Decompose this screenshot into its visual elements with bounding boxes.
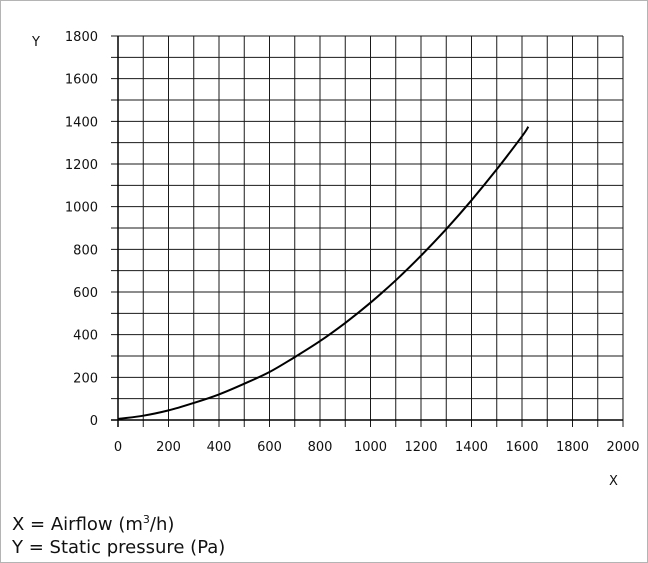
x-tick-label: 400 [207, 440, 232, 455]
x-axis-letter: X [609, 474, 618, 489]
y-tick-label: 1600 [65, 73, 98, 88]
y-tick-label: 600 [73, 286, 98, 301]
y-tick-label: 1000 [65, 201, 98, 216]
x-definition-text: X = Airflow (m [12, 514, 143, 535]
x-definition-unit: /h) [149, 514, 175, 535]
x-tick-label: 1000 [354, 440, 387, 455]
y-tick-label: 0 [90, 414, 98, 429]
axes [111, 36, 623, 427]
x-definition: X = Airflow (m3/h) [12, 513, 174, 535]
y-tick-label: 800 [73, 243, 98, 258]
x-tick-label: 200 [156, 440, 181, 455]
x-tick-label: 800 [308, 440, 333, 455]
y-tick-label: 1800 [65, 30, 98, 45]
y-tick-label: 1400 [65, 115, 98, 130]
x-tick-label: 600 [257, 440, 282, 455]
x-tick-label: 1800 [556, 440, 589, 455]
tick-labels: 0 200 400 600 800 1000 1200 1400 1600 1800 2000 0 20… [65, 30, 640, 455]
y-axis-letter: Y [31, 35, 40, 50]
x-definition-superscript: 3 [142, 513, 150, 526]
y-tick-label: 400 [73, 329, 98, 344]
grid [111, 35, 624, 427]
x-tick-label: 1200 [404, 440, 437, 455]
x-tick-label: 2000 [606, 440, 639, 455]
y-tick-label: 200 [73, 371, 98, 386]
x-tick-label: 0 [114, 440, 122, 455]
x-tick-label: 1400 [455, 440, 488, 455]
x-tick-label: 1600 [505, 440, 538, 455]
y-definition: Y = Static pressure (Pa) [12, 537, 226, 558]
y-tick-label: 1200 [65, 158, 98, 173]
series [117, 126, 530, 420]
pressure-curve [117, 126, 530, 420]
